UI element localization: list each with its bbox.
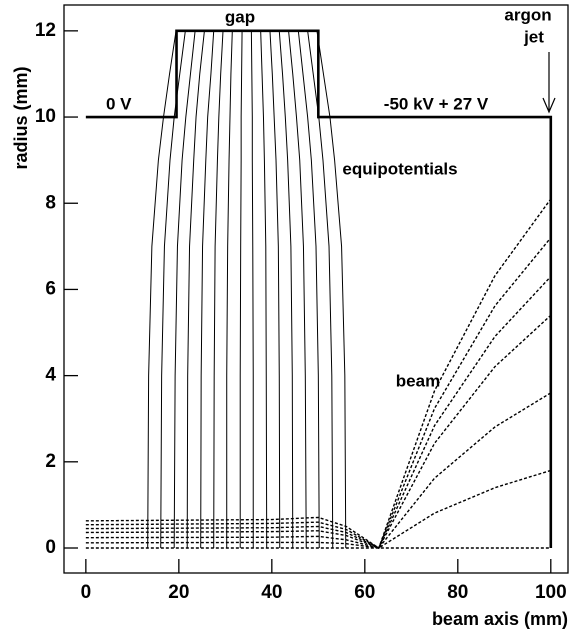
series-beam: [85, 237, 552, 550]
annotation: gap: [225, 7, 255, 26]
annotation: -50 kV + 27 V: [384, 94, 489, 113]
y-tick-label: 4: [45, 365, 56, 386]
series-equipotential: [147, 30, 177, 549]
y-axis-label: radius (mm): [11, 66, 31, 169]
y-tick-label: 12: [35, 20, 56, 41]
y-tick-label: 2: [45, 451, 56, 472]
annotation: beam: [396, 371, 440, 390]
series-equipotential: [213, 30, 224, 549]
series-beam: [85, 392, 552, 549]
series-equipotential: [297, 30, 320, 549]
series-equipotential: [200, 30, 215, 549]
x-tick-label: 20: [168, 582, 189, 603]
series-beam: [85, 314, 552, 549]
x-tick-label: 80: [447, 582, 468, 603]
y-tick-label: 6: [45, 278, 56, 299]
y-tick-label: 8: [45, 192, 56, 213]
series-equipotential: [250, 30, 254, 549]
series-equipotential: [186, 30, 205, 549]
series-equipotential: [269, 30, 281, 549]
y-tick-label: 10: [35, 106, 56, 127]
annotation: jet: [523, 27, 544, 46]
series-equipotential: [226, 30, 233, 549]
series-equipotential: [260, 30, 268, 549]
x-tick-label: 40: [261, 582, 282, 603]
series-equipotential: [239, 30, 243, 549]
series-electrode: [85, 29, 553, 549]
annotation: equipotentials: [342, 159, 457, 178]
y-tick-label: 0: [45, 537, 56, 558]
arrow: [542, 52, 556, 114]
series-beam: [85, 198, 552, 550]
series-beam: [85, 276, 552, 549]
annotation: 0 V: [106, 94, 132, 113]
series-equipotential: [160, 30, 186, 549]
annotation: argon: [504, 5, 551, 24]
series-equipotential: [307, 30, 334, 549]
x-tick-label: 0: [81, 582, 92, 603]
series-equipotential: [173, 30, 196, 549]
x-tick-label: 100: [535, 582, 567, 603]
series-beam: [85, 469, 552, 549]
x-axis-label: beam axis (mm): [432, 609, 568, 629]
x-tick-label: 60: [354, 582, 375, 603]
plot-frame: [63, 4, 569, 574]
series-equipotential: [288, 30, 307, 549]
series-equipotential: [316, 30, 347, 549]
series-equipotential: [278, 30, 294, 549]
